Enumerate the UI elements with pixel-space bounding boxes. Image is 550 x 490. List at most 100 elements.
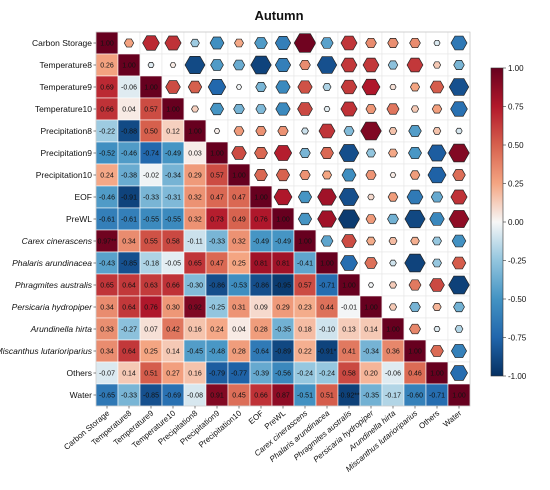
hexagon-mark xyxy=(297,212,313,226)
cell-value-label: -0.61 xyxy=(99,217,115,224)
cell-value-label: 0.28 xyxy=(254,327,268,334)
colorbar-tick-label: 0.25 xyxy=(508,180,524,189)
cell-value-label: 0.64 xyxy=(122,305,136,312)
hexagon-mark xyxy=(367,193,375,201)
hexagon-mark xyxy=(409,170,421,180)
hexagon-mark xyxy=(387,192,399,202)
hexagon-mark xyxy=(406,57,424,73)
hexagon-mark xyxy=(450,189,468,205)
hexagon-mark xyxy=(338,209,360,229)
hexagon-mark xyxy=(320,235,334,247)
hexagon-mark xyxy=(389,83,397,91)
hexagon-mark xyxy=(409,301,421,313)
hexagon-mark xyxy=(430,345,444,357)
cell-value-label: 1.00 xyxy=(320,261,334,268)
row-label: Carbon Storage xyxy=(32,38,92,48)
cell-value-label: 0.14 xyxy=(364,327,378,334)
hexagon-mark xyxy=(365,37,377,49)
colorbar-gradient xyxy=(490,67,504,377)
hexagon-mark xyxy=(433,39,441,47)
hexagon-mark xyxy=(165,80,181,94)
cell-value-label: -0.35 xyxy=(363,393,379,400)
cell-value-label: -0.34 xyxy=(165,173,181,180)
hexagon-mark xyxy=(448,275,470,295)
hexagon-mark xyxy=(338,188,360,206)
cell-value-label: -0.06 xyxy=(385,371,401,378)
cell-value-label: 0.47 xyxy=(210,261,224,268)
cell-value-label: -0.22 xyxy=(99,129,115,136)
hexagon-mark xyxy=(273,145,293,161)
hexagon-mark xyxy=(255,104,267,114)
hexagon-mark xyxy=(297,102,313,116)
cell-value-label: 0.47 xyxy=(232,195,246,202)
column-label: Water xyxy=(441,408,463,429)
hexagon-mark xyxy=(453,301,465,313)
cell-value-label: 0.91 xyxy=(210,393,224,400)
cell-value-label: -0.55 xyxy=(143,217,159,224)
hexagon-mark xyxy=(277,126,289,136)
hexagon-mark xyxy=(430,191,444,203)
hexagon-mark xyxy=(273,188,293,206)
hexagon-mark xyxy=(213,128,221,134)
colorbar-tick-label: -0.25 xyxy=(508,257,527,266)
colorbar-tick-label: 0.75 xyxy=(508,103,524,112)
cell-value-label: 0.04 xyxy=(232,327,246,334)
cell-value-label: 0.69 xyxy=(100,85,114,92)
hexagon-mark xyxy=(209,102,225,116)
cell-value-label: 1.00 xyxy=(254,195,268,202)
cell-value-label: -0.74 xyxy=(143,151,159,158)
hexagon-mark xyxy=(254,169,268,181)
hexagon-mark xyxy=(232,59,246,71)
cell-value-label: -0.51 xyxy=(297,393,313,400)
cell-value-label: 1.00 xyxy=(188,129,202,136)
hexagon-mark xyxy=(453,60,465,70)
hexagon-mark xyxy=(409,37,421,49)
cell-value-label: 1.00 xyxy=(122,63,136,70)
cell-value-label: 0.16 xyxy=(188,371,202,378)
cell-value-label: 0.31 xyxy=(232,305,246,312)
hexagon-mark xyxy=(318,123,336,139)
colorbar-tick-label: -0.50 xyxy=(508,295,527,304)
cell-value-label: 0.87 xyxy=(276,393,290,400)
cell-value-label: -0.25 xyxy=(209,305,225,312)
cell-value-label: 0.07 xyxy=(144,327,158,334)
cell-value-label: 0.29 xyxy=(188,173,202,180)
cell-value-label: 0.29 xyxy=(276,305,290,312)
cell-value-label: -0.08 xyxy=(187,393,203,400)
row-label: Arundinella hirta xyxy=(30,324,93,334)
cell-value-label: 0.81 xyxy=(254,261,268,268)
cell-value-label: -0.77 xyxy=(231,371,247,378)
cell-value-label: -0.24 xyxy=(297,371,313,378)
cell-value-label: 0.30 xyxy=(166,305,180,312)
hexagon-mark xyxy=(408,279,422,291)
hexagon-mark xyxy=(408,146,422,160)
hexagon-mark xyxy=(209,36,225,50)
hexagon-mark xyxy=(340,101,358,117)
hexagon-mark xyxy=(388,303,398,311)
hexagon-mark xyxy=(274,57,292,73)
hexagon-mark xyxy=(365,170,377,180)
cell-value-label: 0.12 xyxy=(166,129,180,136)
cell-value-label: -0.95 xyxy=(275,283,291,290)
cell-value-label: 0.58 xyxy=(342,371,356,378)
hexagon-mark xyxy=(387,213,399,225)
hexagon-mark xyxy=(275,80,291,94)
hexagon-mark xyxy=(450,101,468,117)
hexagon-mark xyxy=(387,38,399,48)
cell-value-label: 0.49 xyxy=(232,217,246,224)
hexagon-mark xyxy=(210,59,224,71)
hexagon-mark xyxy=(297,190,313,204)
cell-value-label: 1.00 xyxy=(276,217,290,224)
hexagon-mark xyxy=(429,80,445,94)
cell-value-label: -0.11 xyxy=(187,239,203,246)
hexagon-mark xyxy=(389,172,397,178)
cell-value-label: -0.33 xyxy=(209,239,225,246)
cell-value-label: 0.20 xyxy=(364,371,378,378)
cell-value-label: -0.85 xyxy=(143,393,159,400)
cell-value-label: 0.46 xyxy=(408,371,422,378)
cell-value-label: -0.88 xyxy=(121,129,137,136)
cell-value-label: 1.00 xyxy=(100,41,114,48)
cell-value-label: 1.00 xyxy=(144,85,158,92)
hexagon-mark xyxy=(388,127,398,135)
row-label: Persicaria hydropiper xyxy=(12,302,93,312)
